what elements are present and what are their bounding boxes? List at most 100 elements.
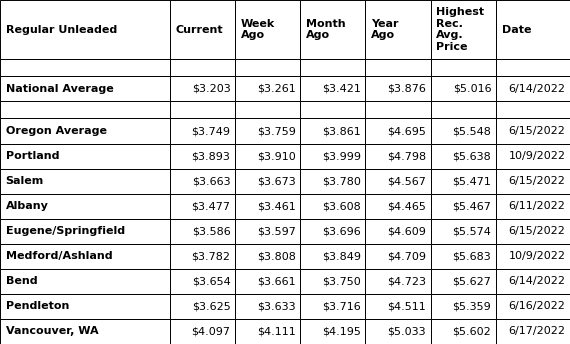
Text: Month
Ago: Month Ago — [306, 19, 345, 40]
Bar — [170, 244, 235, 269]
Bar — [170, 319, 235, 344]
Bar — [235, 194, 300, 219]
Bar — [300, 194, 365, 219]
Bar — [0, 101, 170, 118]
Bar — [431, 76, 496, 101]
Text: $4.511: $4.511 — [388, 301, 426, 311]
Text: 6/15/2022: 6/15/2022 — [508, 226, 565, 236]
Bar — [0, 219, 170, 244]
Text: $3.586: $3.586 — [192, 226, 230, 236]
Bar — [300, 101, 365, 118]
Bar — [496, 101, 570, 118]
Bar — [431, 0, 496, 59]
Text: Regular Unleaded: Regular Unleaded — [6, 24, 117, 34]
Text: $3.203: $3.203 — [192, 84, 230, 94]
Text: $5.683: $5.683 — [453, 251, 491, 261]
Text: $3.759: $3.759 — [256, 126, 296, 136]
Bar — [496, 118, 570, 143]
Text: $4.609: $4.609 — [387, 226, 426, 236]
Text: $5.033: $5.033 — [388, 326, 426, 336]
Text: National Average: National Average — [6, 84, 113, 94]
Text: $4.097: $4.097 — [192, 326, 230, 336]
Bar — [235, 59, 300, 76]
Text: $3.876: $3.876 — [387, 84, 426, 94]
Bar — [496, 294, 570, 319]
Text: Week
Ago: Week Ago — [241, 19, 275, 40]
Text: Highest
Rec.
Avg.
Price: Highest Rec. Avg. Price — [437, 7, 484, 52]
Text: $5.627: $5.627 — [453, 276, 491, 286]
Bar — [0, 319, 170, 344]
Bar — [365, 269, 431, 294]
Text: $3.461: $3.461 — [257, 201, 296, 211]
Text: Portland: Portland — [6, 151, 59, 161]
Text: 6/16/2022: 6/16/2022 — [508, 301, 565, 311]
Text: $3.782: $3.782 — [192, 251, 230, 261]
Text: $3.910: $3.910 — [257, 151, 296, 161]
Bar — [235, 0, 300, 59]
Bar — [300, 294, 365, 319]
Bar — [431, 319, 496, 344]
Bar — [431, 101, 496, 118]
Bar — [0, 269, 170, 294]
Text: $4.723: $4.723 — [387, 276, 426, 286]
Text: $3.849: $3.849 — [322, 251, 361, 261]
Bar — [300, 76, 365, 101]
Text: Pendleton: Pendleton — [6, 301, 69, 311]
Bar — [0, 194, 170, 219]
Bar — [300, 118, 365, 143]
Bar — [365, 101, 431, 118]
Text: $5.016: $5.016 — [453, 84, 491, 94]
Text: $4.195: $4.195 — [322, 326, 361, 336]
Text: $3.477: $3.477 — [192, 201, 230, 211]
Text: $3.696: $3.696 — [322, 226, 361, 236]
Text: $3.633: $3.633 — [257, 301, 296, 311]
Text: $3.749: $3.749 — [192, 126, 230, 136]
Bar — [365, 194, 431, 219]
Bar — [431, 244, 496, 269]
Bar — [496, 76, 570, 101]
Text: $5.638: $5.638 — [453, 151, 491, 161]
Bar — [170, 194, 235, 219]
Bar — [431, 143, 496, 169]
Bar — [235, 219, 300, 244]
Bar — [496, 143, 570, 169]
Text: $5.574: $5.574 — [453, 226, 491, 236]
Bar — [365, 59, 431, 76]
Text: $4.111: $4.111 — [257, 326, 296, 336]
Text: Vancouver, WA: Vancouver, WA — [6, 326, 99, 336]
Text: 6/15/2022: 6/15/2022 — [508, 176, 565, 186]
Bar — [0, 0, 170, 59]
Bar — [496, 194, 570, 219]
Text: $4.567: $4.567 — [387, 176, 426, 186]
Bar — [496, 169, 570, 194]
Bar — [170, 59, 235, 76]
Bar — [170, 219, 235, 244]
Text: $3.625: $3.625 — [192, 301, 230, 311]
Bar — [235, 118, 300, 143]
Text: Oregon Average: Oregon Average — [6, 126, 107, 136]
Text: $3.421: $3.421 — [322, 84, 361, 94]
Bar — [300, 244, 365, 269]
Bar — [496, 244, 570, 269]
Text: $3.261: $3.261 — [257, 84, 296, 94]
Bar — [365, 76, 431, 101]
Bar — [235, 169, 300, 194]
Bar — [431, 59, 496, 76]
Text: $3.808: $3.808 — [256, 251, 296, 261]
Bar — [496, 0, 570, 59]
Text: 6/11/2022: 6/11/2022 — [508, 201, 565, 211]
Bar — [300, 0, 365, 59]
Bar — [496, 269, 570, 294]
Bar — [0, 118, 170, 143]
Bar — [235, 319, 300, 344]
Bar — [365, 118, 431, 143]
Bar — [170, 294, 235, 319]
Text: $3.673: $3.673 — [257, 176, 296, 186]
Text: 6/14/2022: 6/14/2022 — [508, 84, 565, 94]
Bar — [365, 294, 431, 319]
Text: 10/9/2022: 10/9/2022 — [508, 251, 565, 261]
Text: 6/15/2022: 6/15/2022 — [508, 126, 565, 136]
Bar — [0, 76, 170, 101]
Text: Current: Current — [176, 24, 223, 34]
Bar — [300, 143, 365, 169]
